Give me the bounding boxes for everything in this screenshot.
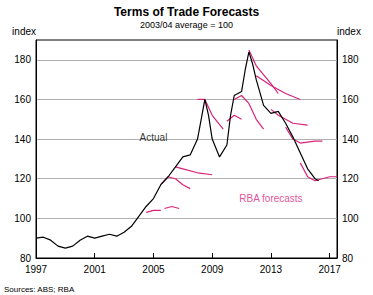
- svg-text:2003/04 average = 100: 2003/04 average = 100: [140, 20, 233, 30]
- svg-text:index: index: [337, 26, 361, 37]
- svg-text:2001: 2001: [84, 264, 107, 275]
- svg-text:140: 140: [342, 134, 359, 145]
- svg-text:100: 100: [342, 213, 359, 224]
- svg-text:RBA forecasts: RBA forecasts: [239, 193, 302, 204]
- svg-text:Sources: ABS; RBA: Sources: ABS; RBA: [4, 285, 75, 294]
- svg-text:index: index: [12, 26, 36, 37]
- svg-text:2017: 2017: [319, 264, 342, 275]
- svg-text:Actual: Actual: [140, 132, 168, 143]
- svg-text:2013: 2013: [260, 264, 283, 275]
- svg-text:1997: 1997: [25, 264, 48, 275]
- svg-text:180: 180: [342, 54, 359, 65]
- svg-text:100: 100: [14, 213, 31, 224]
- svg-text:80: 80: [342, 253, 354, 264]
- svg-text:Terms of Trade Forecasts: Terms of Trade Forecasts: [114, 5, 259, 19]
- svg-text:160: 160: [342, 94, 359, 105]
- svg-text:120: 120: [342, 173, 359, 184]
- svg-text:140: 140: [14, 134, 31, 145]
- svg-text:80: 80: [20, 253, 32, 264]
- svg-text:2009: 2009: [201, 264, 224, 275]
- svg-text:180: 180: [14, 54, 31, 65]
- svg-text:160: 160: [14, 94, 31, 105]
- svg-text:120: 120: [14, 173, 31, 184]
- svg-text:2005: 2005: [142, 264, 165, 275]
